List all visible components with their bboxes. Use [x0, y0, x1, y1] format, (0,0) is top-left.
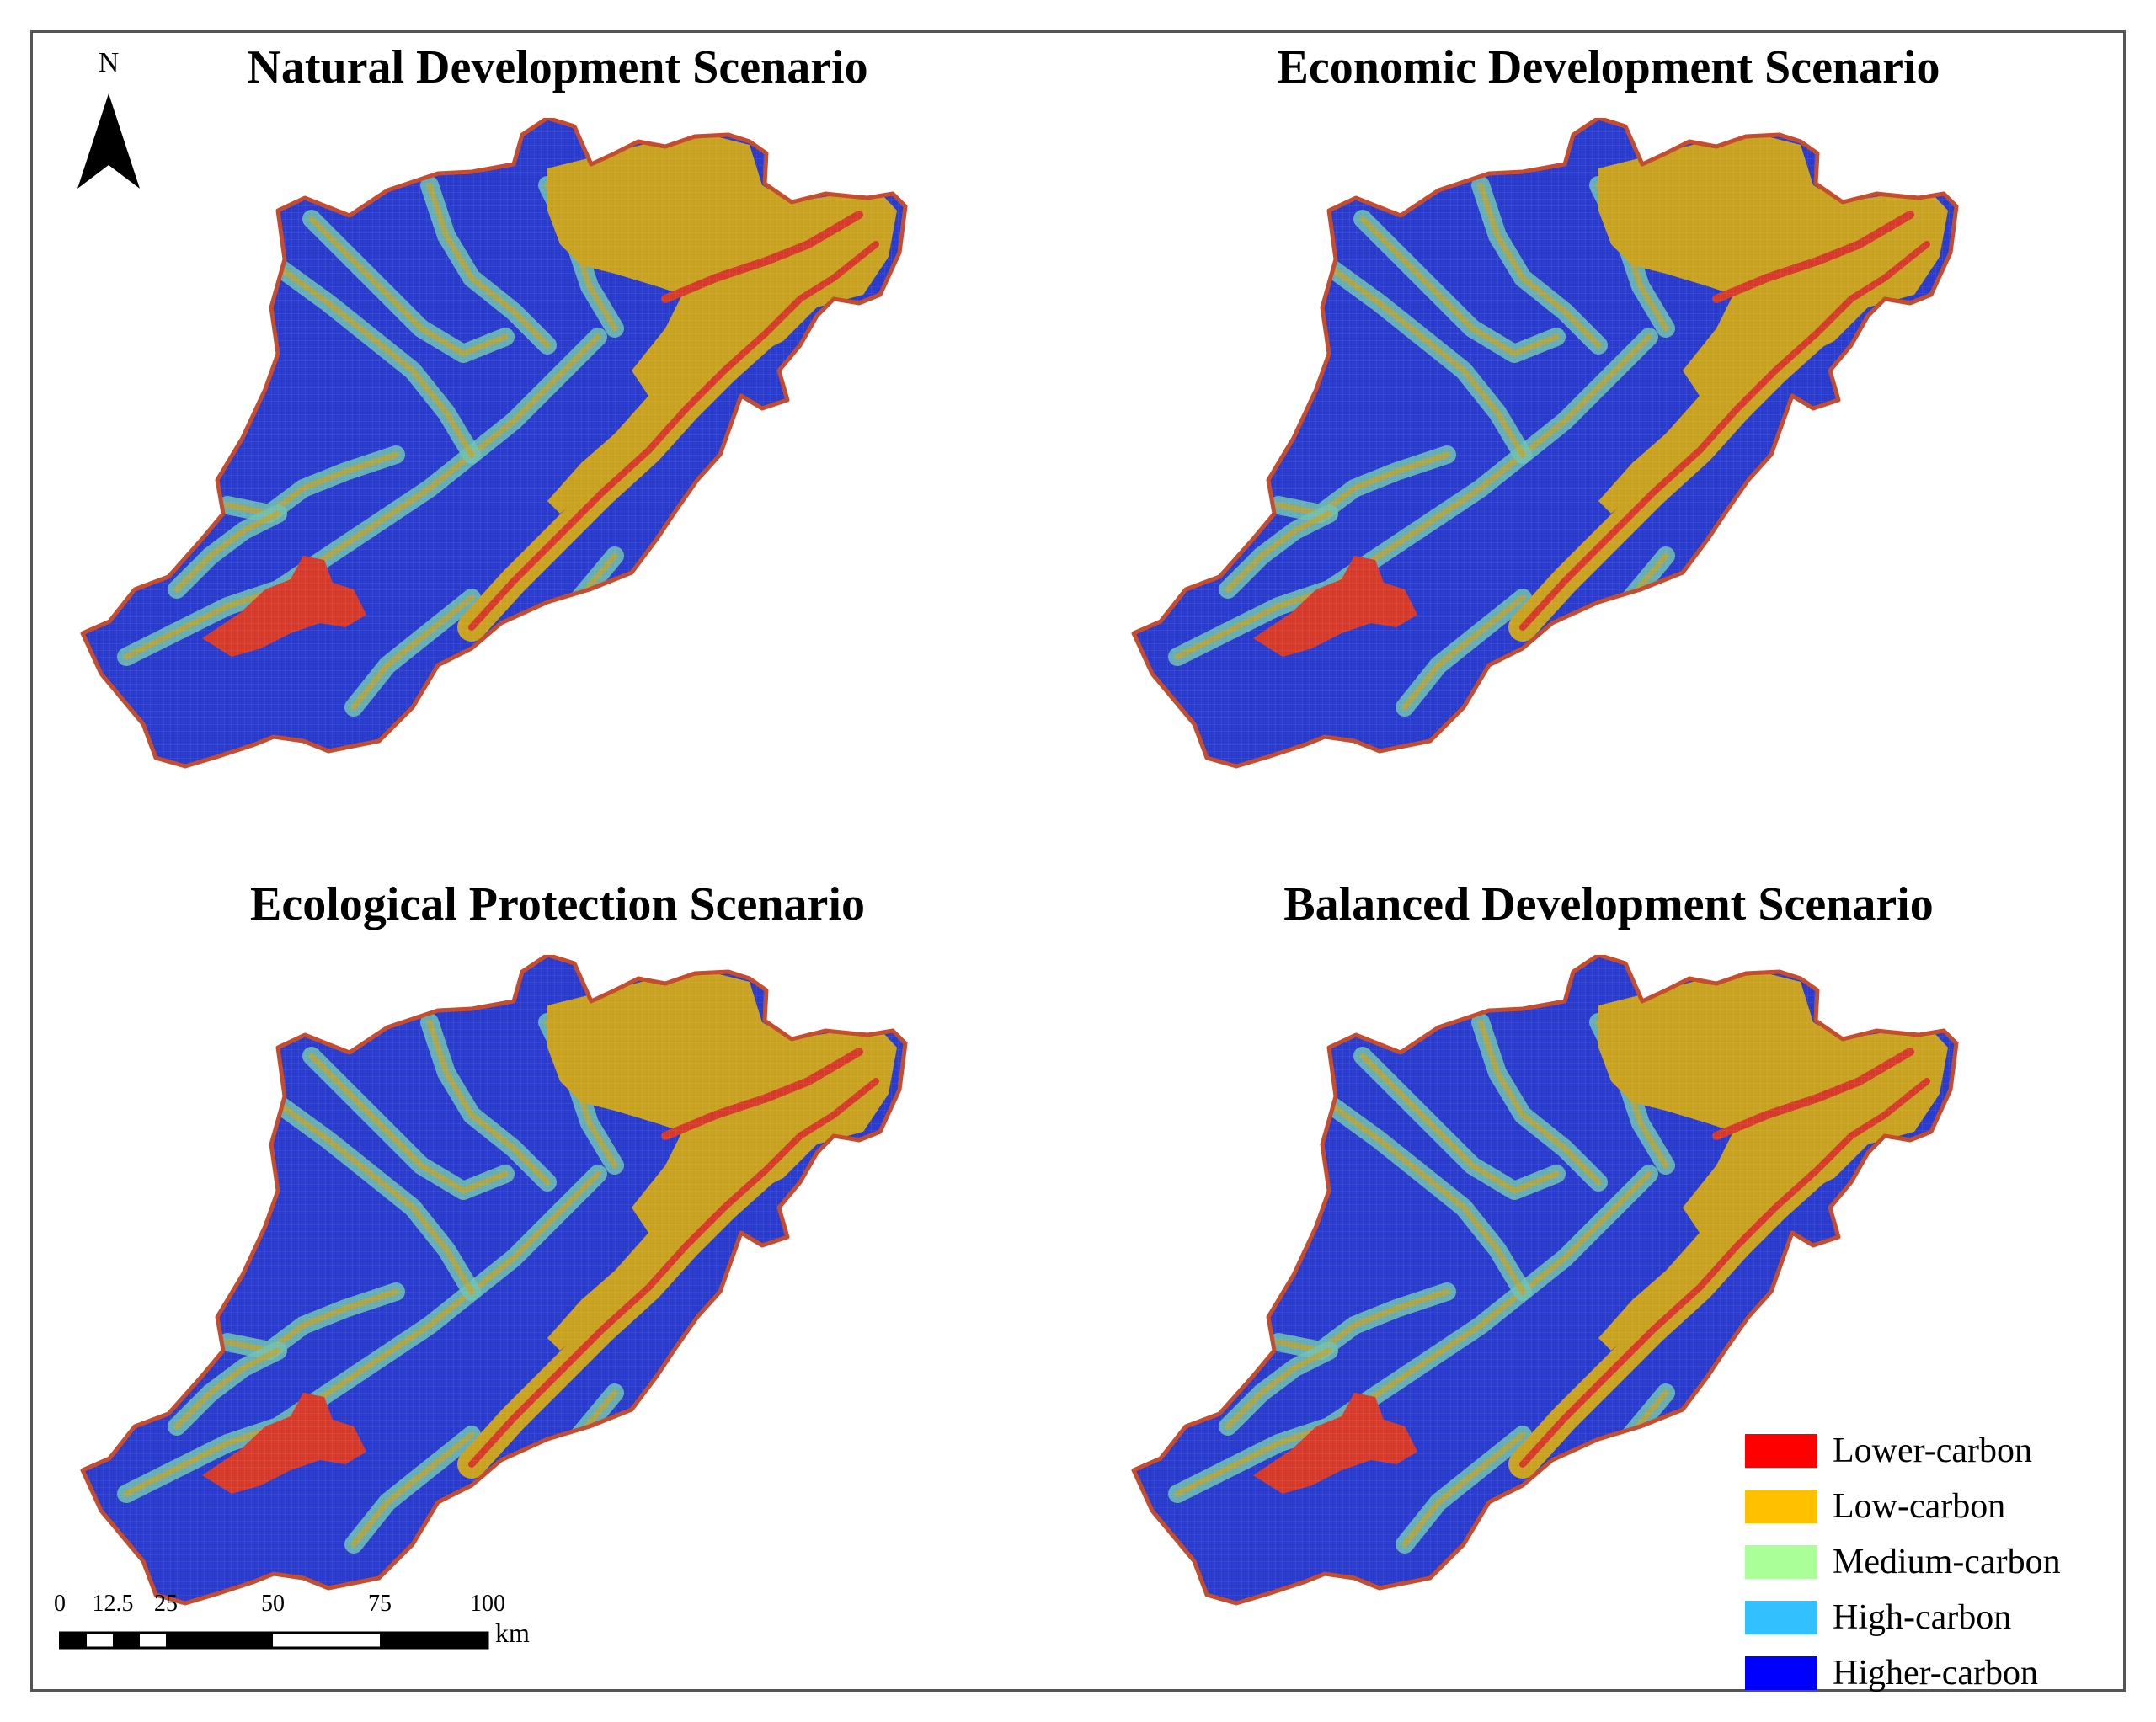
scale-tick: 12.5: [92, 1591, 134, 1617]
scale-tick: 25: [154, 1591, 178, 1617]
legend-item: Higher-carbon: [1745, 1645, 2061, 1701]
legend-swatch: [1745, 1601, 1817, 1634]
scale-tick: 0: [54, 1591, 66, 1617]
map-balanced: [1131, 955, 1959, 1606]
legend-swatch: [1745, 1490, 1817, 1523]
panel-title-balanced: Balanced Development Scenario: [1283, 878, 1934, 930]
legend-swatch: [1745, 1545, 1817, 1579]
legend-label: High-carbon: [1833, 1598, 2012, 1637]
legend-item: High-carbon: [1745, 1590, 2061, 1645]
scale-unit: km: [495, 1618, 530, 1648]
legend-label: Medium-carbon: [1833, 1543, 2061, 1581]
map-natural: [80, 118, 908, 769]
legend-item: Lower-carbon: [1745, 1423, 2061, 1479]
map-ecological: [80, 955, 908, 1606]
legend-label: Lower-carbon: [1833, 1431, 2033, 1470]
panel-title-ecological: Ecological Protection Scenario: [250, 878, 865, 930]
legend-item: Medium-carbon: [1745, 1534, 2061, 1590]
legend-swatch: [1745, 1656, 1817, 1690]
scale-tick: 50: [261, 1591, 285, 1617]
legend-swatch: [1745, 1434, 1817, 1468]
scale-bar-graphic: [59, 1631, 489, 1650]
figure-frame: [30, 30, 2126, 1692]
panel-title-natural: Natural Development Scenario: [247, 41, 868, 93]
legend-item: Low-carbon: [1745, 1479, 2061, 1534]
legend-label: Higher-carbon: [1833, 1654, 2039, 1693]
scale-tick: 75: [368, 1591, 392, 1617]
north-arrow-icon: [77, 93, 140, 189]
legend-label: Low-carbon: [1833, 1487, 2006, 1526]
panel-title-economic: Economic Development Scenario: [1277, 41, 1940, 93]
map-economic: [1131, 118, 1959, 769]
north-label: N: [98, 47, 120, 78]
legend: Lower-carbon Low-carbon Medium-carbon Hi…: [1745, 1423, 2061, 1701]
scale-tick: 100: [470, 1591, 505, 1617]
